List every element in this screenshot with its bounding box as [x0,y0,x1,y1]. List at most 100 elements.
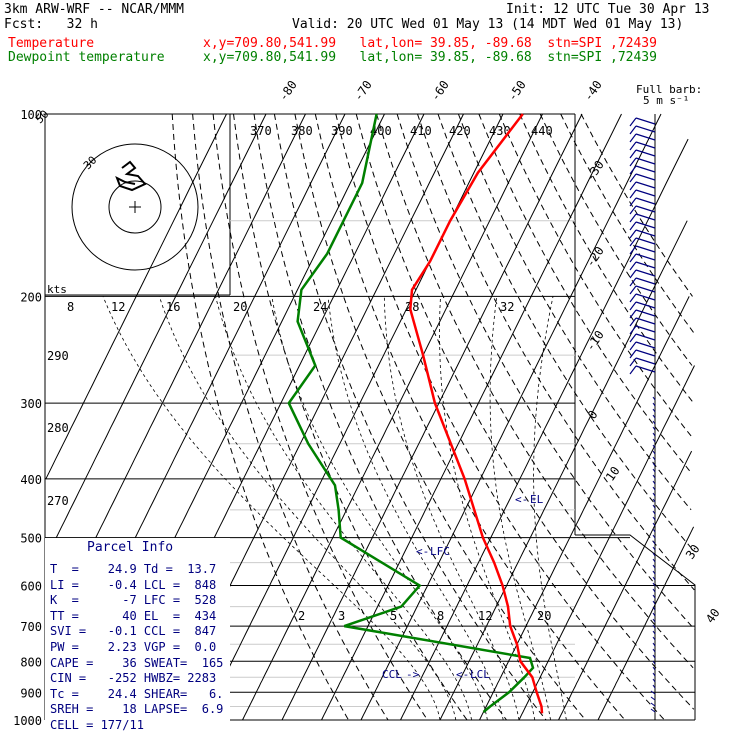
forecast-hour: Fcst: 32 h [4,17,98,32]
parcel-row: CAPE = 36 SWEAT= 165 [50,655,224,670]
hodo-ring-label-30: 30 [81,154,100,173]
barb-flag [635,285,656,293]
moist-adiabat-20 [383,296,520,721]
pressure-label-400: 400 [20,473,42,487]
barb-feather [629,149,637,159]
svg-text:LFC: LFC [430,545,450,558]
barb-feather [629,197,637,207]
barb-short [652,684,656,689]
barb-flag [635,189,656,197]
mixing-ratio-label-16: 16 [166,300,180,314]
barb-flag [635,197,656,205]
barb-short [650,708,656,713]
barb-feather [629,301,637,311]
barb-short [652,462,656,467]
theta-label-400: 400 [370,124,392,138]
barb-flag [635,221,656,229]
barb-feather [629,325,637,335]
barb-feather [629,261,637,271]
dry-adiabat-330 [335,113,665,721]
barb-feather [629,285,637,295]
annotation-ccl: CCL -> [382,668,420,681]
isotherm--40 [281,113,583,721]
barb-short [652,612,656,617]
barb-feather [629,357,637,367]
barb-flag [635,125,656,133]
barb-flag [635,317,656,325]
right-temp-label-40: 40 [703,606,723,626]
barb-feather [629,181,637,191]
temperature-legend: Temperature [8,36,95,51]
barb-short [652,522,656,527]
barb-feather [629,317,637,327]
dry-adiabat-380 [437,113,692,549]
parcel-row: CELL = 177/11 [50,717,144,732]
barb-feather [629,253,637,263]
parcel-info-box: Parcel Info T = 24.9 Td = 13.7 LI = -0.4 … [45,538,230,732]
barb-short [652,426,656,431]
barb-short [652,594,656,599]
moist-adiabat-16 [327,296,504,721]
right-temp-label--10: -10 [583,328,607,354]
parcel-row: SREH = 18 LAPSE= 6.9 [50,702,224,717]
top-temp-label--70: -70 [351,78,375,104]
barb-short [652,582,656,587]
mixing-ratio-label-group: 8 12 16 20 24 28 32 2 3 5 8 12 20 [67,300,551,623]
isotherm--30 [321,113,622,721]
dry-adiabat-360 [396,113,696,631]
theta-label-420: 420 [449,124,471,138]
barb-short [652,636,656,641]
barb-flag [635,181,656,189]
barb-short [652,672,656,677]
isotherm--10 [400,138,689,721]
hodo-trace [115,160,147,192]
barb-short [652,678,656,683]
barb-feather [629,141,637,151]
barb-short [652,666,656,671]
barb-short [652,432,656,437]
barb-short [652,420,656,425]
barb-feather [629,309,637,319]
barb-flag [635,213,656,221]
parcel-info-rows: T = 24.9 Td = 13.7 LI = -0.4 LCL = 848 K =… [50,562,223,734]
barb-short [652,480,656,485]
dewpoint-series-line [287,113,535,713]
isotherm--50 [242,113,543,721]
parcel-row: LI = -0.4 LCL = 848 [50,577,217,592]
barb-short [652,516,656,521]
parcel-row: Tc = 24.4 SHEAR= 6. [50,686,224,701]
barb-short [652,558,656,563]
isotherm-10 [479,296,690,721]
barb-feather [629,277,637,287]
moist-adiabat-28 [489,296,551,721]
dry-adiabat-250 [171,113,350,721]
dry-adiabat-410 [498,113,692,437]
parcel-row: PW = 2.23 VGP = 0.0 [50,639,217,654]
barb-short [652,552,656,557]
dry-adiabat-440 [560,113,695,334]
dry-adiabat-280 [233,113,468,721]
right-temp-label-30: 30 [683,542,703,562]
barb-short [652,408,656,413]
barb-feather [629,229,637,239]
barb-flag [635,205,656,213]
barb-short [652,642,656,647]
dewpoint-location: x,y=709.80,541.99 lat,lon= 39.85, -89.68… [203,50,657,65]
dry-adiabat-420 [519,113,694,404]
barb-flag [635,173,656,181]
valid-time: Valid: 20 UTC Wed 01 May 13 (14 MDT Wed … [292,17,684,32]
top-temp-label--50: -50 [505,78,529,104]
barb-short [652,660,656,665]
dry-adiabat-390 [457,113,692,511]
svg-text:<-: <- [416,545,429,558]
dry-adiabat-290 [253,113,507,721]
barb-short [652,474,656,479]
barb-feather [629,237,637,247]
svg-text:CCL: CCL [382,668,402,681]
isotherm--130 [45,113,227,480]
theta-label-370: 370 [250,124,272,138]
mixing-ratio-label-24: 24 [313,300,327,314]
isotherm--20 [360,113,662,721]
barb-flag [635,229,656,237]
